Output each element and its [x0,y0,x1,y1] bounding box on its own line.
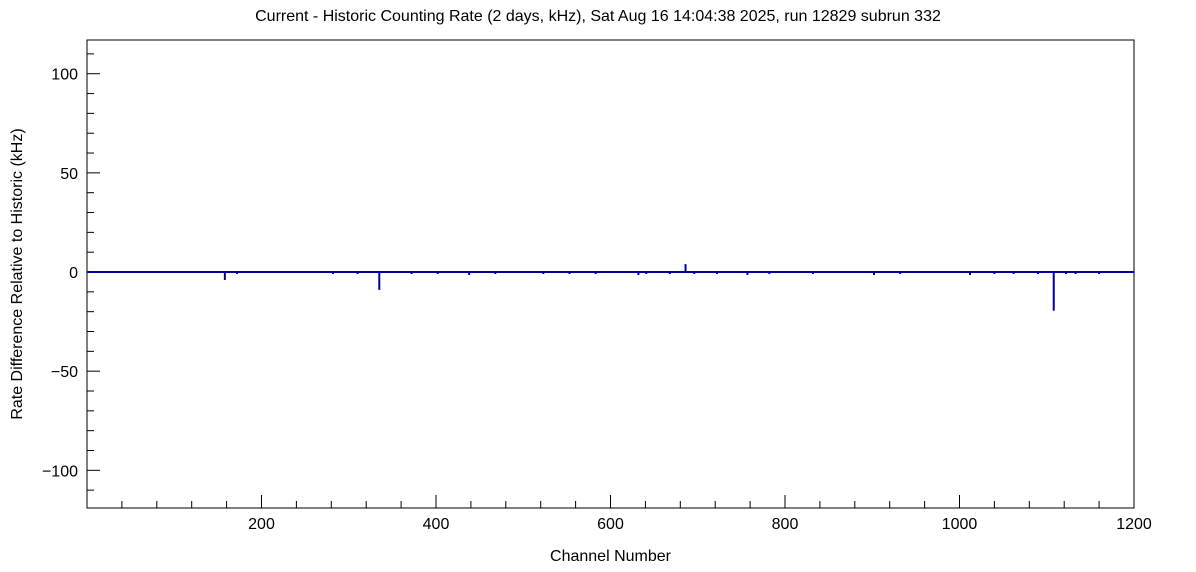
x-tick-label: 1200 [1116,516,1152,533]
y-tick-label: −100 [42,463,78,480]
x-axis-label: Channel Number [550,548,671,565]
x-tick-label: 400 [423,516,450,533]
y-tick-label: 100 [51,67,78,84]
plot-frame [86,39,1135,509]
x-tick-label: 1000 [942,516,978,533]
x-tick-label: 200 [248,516,275,533]
x-tick-label: 600 [597,516,624,533]
x-tick-label: 800 [772,516,799,533]
y-tick-label: 0 [69,265,78,282]
chart-title: Current - Historic Counting Rate (2 days… [255,8,941,25]
y-tick-label: 50 [60,166,78,183]
y-tick-label: −50 [51,364,78,381]
